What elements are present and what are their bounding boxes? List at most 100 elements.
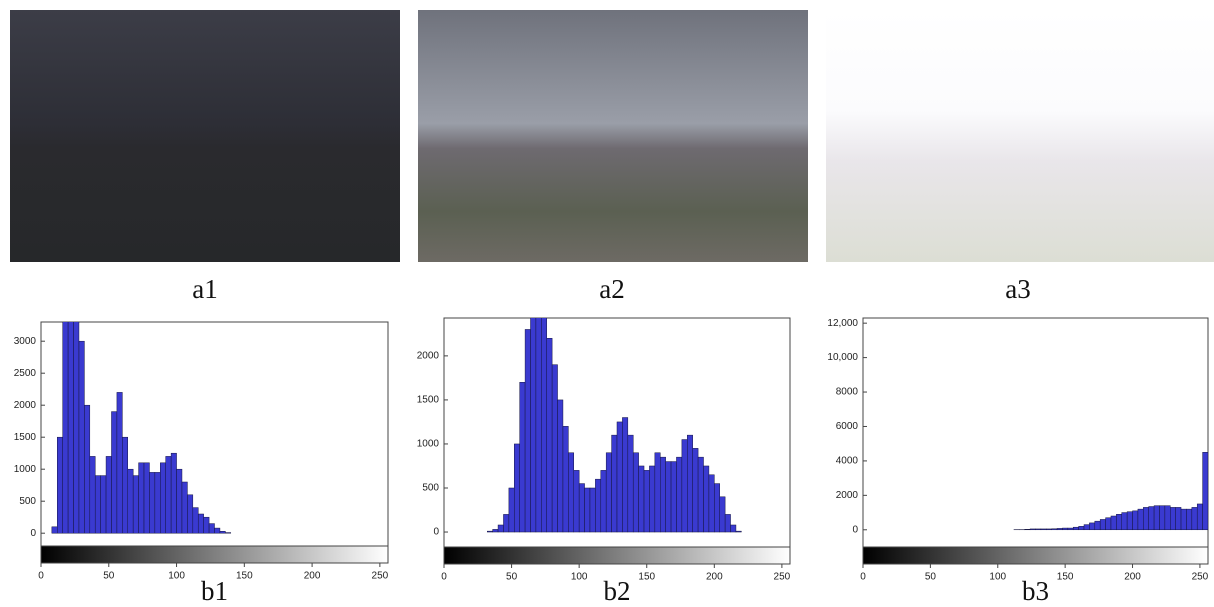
bar	[509, 488, 514, 532]
bar	[1192, 507, 1197, 529]
bar	[1073, 527, 1078, 530]
y-tick-label: 2000	[417, 351, 440, 362]
bar	[536, 303, 541, 532]
bar	[595, 479, 600, 532]
bar	[1154, 506, 1159, 530]
bar	[52, 527, 57, 533]
bar	[1052, 529, 1057, 530]
bar	[731, 525, 736, 532]
bar	[84, 405, 89, 533]
gray-scale-bar	[863, 547, 1208, 564]
bar	[187, 495, 192, 533]
bar	[682, 440, 687, 532]
bar	[95, 476, 100, 534]
x-tick-label: 100	[168, 571, 185, 582]
bar	[1068, 528, 1073, 530]
y-tick-label: 2000	[14, 400, 37, 411]
bar	[90, 456, 95, 533]
bar	[1116, 514, 1121, 529]
y-tick-label: 2000	[836, 490, 859, 501]
bar	[574, 470, 579, 532]
bar	[552, 365, 557, 532]
bar	[111, 412, 116, 534]
bar	[579, 484, 584, 532]
x-tick-label: 250	[774, 572, 791, 583]
bar	[660, 457, 665, 532]
bar	[1203, 452, 1208, 529]
y-tick-label: 1000	[14, 464, 37, 475]
bar	[520, 382, 525, 532]
bar	[1095, 521, 1100, 530]
bar	[541, 312, 546, 532]
bar	[133, 476, 138, 534]
bar	[655, 453, 660, 532]
bar	[622, 418, 627, 533]
bar	[1165, 506, 1170, 530]
bar	[1143, 507, 1148, 529]
bar	[736, 531, 741, 532]
bar	[671, 462, 676, 532]
bar	[590, 488, 595, 532]
x-tick-label: 0	[441, 572, 447, 583]
photo	[418, 10, 808, 262]
bar	[1159, 506, 1164, 530]
bar	[215, 528, 220, 533]
bar	[617, 422, 622, 532]
y-tick-label: 4000	[836, 456, 859, 467]
bar	[1176, 507, 1181, 529]
bar	[193, 508, 198, 534]
bar	[139, 463, 144, 533]
y-tick-label: 0	[30, 528, 36, 539]
x-tick-label: 100	[571, 572, 588, 583]
bar	[563, 426, 568, 532]
gray-scale-bar	[41, 546, 388, 563]
y-tick-label: 0	[852, 524, 858, 535]
bar	[1170, 507, 1175, 529]
bar	[225, 533, 230, 534]
x-tick-label: 200	[304, 571, 321, 582]
bar	[220, 531, 225, 533]
bar	[1149, 507, 1154, 530]
bar	[1111, 516, 1116, 530]
x-tick-label: 0	[860, 572, 866, 583]
bar	[63, 303, 68, 533]
bar	[1181, 509, 1186, 530]
y-tick-label: 1000	[417, 439, 440, 450]
y-tick-label: 500	[422, 483, 439, 494]
bar	[1041, 529, 1046, 530]
x-tick-label: 150	[1057, 572, 1074, 583]
bar	[606, 453, 611, 532]
bar	[498, 525, 503, 532]
x-tick-label: 200	[1124, 572, 1141, 583]
bar	[1089, 523, 1094, 530]
bar	[568, 453, 573, 532]
x-tick-label: 250	[1192, 572, 1209, 583]
y-tick-label: 12,000	[827, 318, 858, 329]
photo	[826, 10, 1214, 262]
bar	[487, 531, 492, 532]
bar	[714, 484, 719, 532]
bar	[547, 338, 552, 532]
chart-caption: b2	[604, 576, 631, 606]
y-tick-label: 6000	[836, 421, 859, 432]
bar	[601, 470, 606, 532]
chart-caption: b3	[1022, 576, 1049, 606]
x-tick-label: 100	[989, 572, 1006, 583]
y-tick-label: 1500	[417, 395, 440, 406]
bar	[1186, 509, 1191, 530]
bar	[666, 462, 671, 532]
bar	[1046, 529, 1051, 530]
bar	[531, 303, 536, 532]
chart-caption: b1	[201, 576, 228, 606]
bar	[503, 514, 508, 532]
image-caption: a2	[599, 274, 624, 304]
bar	[525, 329, 530, 532]
bar	[704, 466, 709, 532]
bar	[155, 472, 160, 533]
bar	[182, 482, 187, 533]
x-tick-label: 50	[925, 572, 937, 583]
bar	[117, 392, 122, 533]
bar	[171, 453, 176, 533]
bar	[1030, 529, 1035, 530]
bar	[514, 444, 519, 532]
